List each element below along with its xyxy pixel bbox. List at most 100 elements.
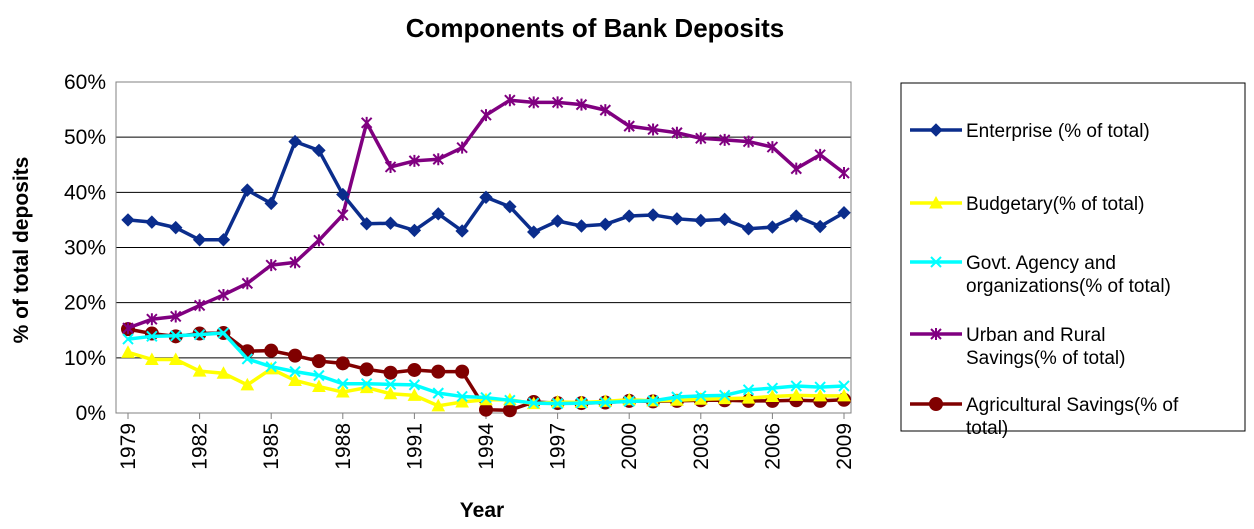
legend: Enterprise (% of total) Budgetary(% of to…	[900, 82, 1246, 439]
data-point	[455, 364, 470, 379]
x-tick-label: 1994	[475, 423, 498, 470]
data-point	[359, 362, 374, 377]
data-point	[455, 224, 469, 238]
data-point	[528, 96, 540, 109]
data-point	[741, 222, 756, 236]
y-tick-label: 10%	[64, 347, 106, 370]
gridlines	[116, 136, 851, 359]
data-point	[383, 386, 398, 400]
data-point	[336, 187, 350, 202]
data-point	[311, 354, 326, 369]
x-tick-label: 1982	[189, 423, 212, 470]
data-point	[504, 94, 516, 107]
x-tick-label: 2000	[618, 423, 641, 470]
data-point	[480, 391, 492, 404]
y-axis-ticks: 0% 10% 20% 30% 40% 50% 60%	[64, 71, 106, 425]
data-point	[455, 394, 469, 408]
data-point	[789, 388, 804, 401]
series-2	[122, 327, 850, 410]
data-point	[121, 345, 135, 358]
data-point	[289, 256, 301, 269]
x-axis-label: Year	[460, 499, 504, 522]
data-point	[527, 225, 541, 239]
data-point	[170, 330, 182, 342]
data-point	[360, 116, 373, 129]
data-point	[192, 233, 207, 247]
series-1	[121, 345, 851, 412]
data-point	[599, 104, 612, 117]
data-point	[790, 162, 802, 175]
y-tick-label: 0%	[76, 402, 106, 425]
data-point	[145, 352, 159, 365]
data-point	[431, 398, 446, 412]
data-point	[408, 379, 421, 391]
data-point	[216, 233, 231, 247]
data-point	[647, 395, 659, 407]
data-point	[837, 206, 851, 220]
data-point	[480, 109, 492, 122]
legend-entry: Enterprise (% of total)	[910, 121, 1150, 142]
legend-label: Agricultural Savings(% of total)	[966, 395, 1179, 439]
data-point	[456, 141, 468, 154]
data-point	[288, 373, 302, 386]
data-point	[790, 380, 802, 392]
data-point	[264, 343, 279, 358]
data-point	[265, 360, 277, 373]
data-point	[122, 333, 134, 345]
legend-marker	[929, 397, 943, 411]
data-point	[312, 143, 326, 158]
legend-box	[900, 82, 1246, 432]
data-point	[241, 277, 254, 290]
data-point	[647, 123, 659, 136]
data-point	[122, 322, 134, 335]
data-point	[432, 153, 444, 166]
data-point	[383, 216, 398, 230]
data-point	[193, 299, 206, 312]
data-point	[217, 288, 230, 301]
legend-entry: Govt. Agency and organizations(% of total…	[910, 253, 1171, 297]
data-point	[813, 219, 827, 234]
x-tick-label: 1985	[260, 423, 283, 470]
data-point	[312, 379, 326, 393]
data-point	[170, 310, 182, 323]
data-point	[264, 196, 278, 211]
data-point	[217, 327, 230, 339]
data-point	[383, 365, 398, 380]
data-point	[528, 397, 540, 409]
data-point	[550, 214, 565, 228]
data-point	[335, 384, 350, 398]
x-tick-label: 1997	[547, 423, 570, 470]
data-point	[408, 154, 421, 167]
data-point	[741, 391, 756, 404]
legend-entry: Urban and Rural Savings(% of total)	[910, 325, 1125, 369]
data-point	[837, 388, 851, 402]
x-axis-ticks: 1979 1982 1985 1988 1991 1994 1997 2000 2003 2006…	[117, 413, 856, 470]
data-point	[313, 369, 325, 382]
series-0	[121, 134, 851, 247]
data-point	[814, 148, 826, 161]
y-axis-label: % of total deposits	[10, 157, 33, 344]
data-point	[575, 98, 588, 111]
data-point	[504, 394, 516, 407]
data-point	[289, 365, 301, 378]
data-point	[718, 389, 731, 402]
data-point	[431, 207, 445, 221]
data-point	[765, 220, 780, 234]
legend-label: Govt. Agency and organizations(% of total…	[966, 253, 1171, 297]
data-point	[717, 212, 732, 227]
data-point	[766, 382, 779, 394]
data-point	[838, 380, 850, 392]
data-point	[718, 133, 731, 146]
data-point	[146, 313, 158, 326]
data-point	[145, 215, 159, 229]
data-point	[742, 135, 755, 148]
legend-marker	[930, 328, 942, 340]
data-point	[574, 219, 589, 233]
data-point	[121, 213, 135, 227]
data-point	[288, 134, 302, 149]
data-point	[479, 190, 493, 205]
data-point	[265, 259, 277, 272]
data-point	[575, 397, 588, 409]
data-point	[599, 396, 612, 409]
